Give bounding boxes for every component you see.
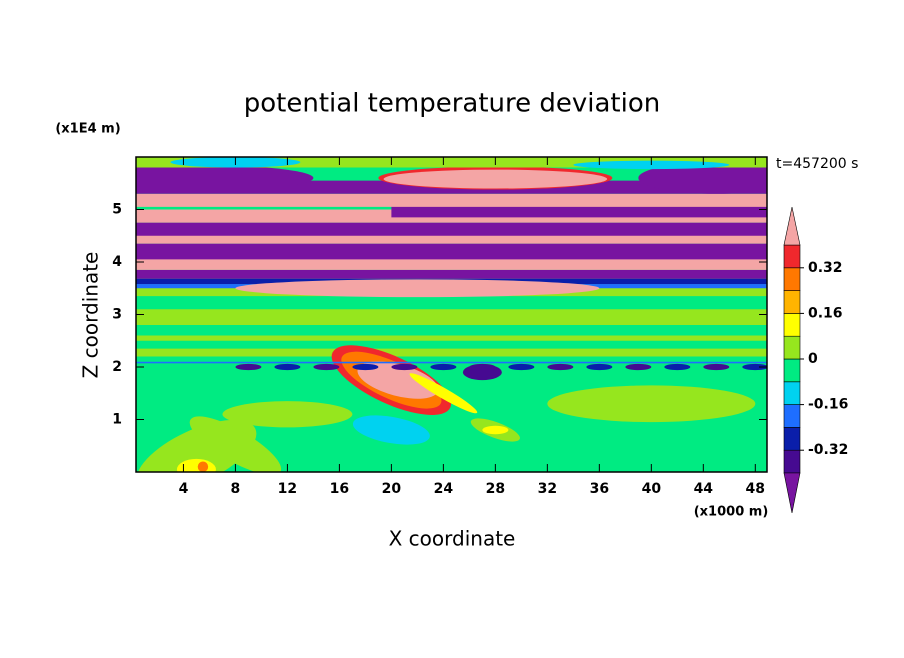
contour-region — [586, 363, 613, 371]
x-tick-label: 4 — [179, 481, 189, 497]
contour-region — [136, 222, 767, 236]
contour-region — [547, 363, 574, 371]
contour-region — [235, 363, 262, 371]
contour-region — [274, 363, 301, 371]
contour-region — [136, 243, 767, 260]
contour-region — [136, 233, 767, 244]
contour-region — [703, 363, 730, 371]
axes: 4 8 12 16 20 24 28 32 36 40 44 4812345-0.32-0.1600.… — [112, 156, 848, 514]
x-tick-label: 32 — [538, 481, 557, 497]
x-tick-label: 28 — [486, 481, 505, 497]
colorbar-box — [783, 427, 801, 451]
contour-region — [235, 279, 600, 298]
colorbar-box — [783, 290, 801, 314]
colorbar-tick-label: 0.32 — [808, 260, 843, 276]
contour-region — [664, 363, 691, 371]
contour-region — [136, 269, 767, 279]
contour-region — [357, 361, 439, 399]
colorbar-box — [783, 381, 801, 405]
x-tick-label: 36 — [590, 481, 609, 497]
colorbar-box — [783, 449, 801, 474]
contour-region — [352, 363, 379, 371]
x-tick-label: 16 — [330, 481, 349, 497]
y-axis-label: Z coordinate — [79, 252, 103, 379]
colorbar-tick-label: 0.16 — [808, 305, 843, 321]
x-axis-label: X coordinate — [389, 527, 516, 551]
contour-region — [136, 309, 767, 325]
x-tick-label: 8 — [231, 481, 241, 497]
x-tick-label: 24 — [434, 481, 454, 497]
y-tick-label: 1 — [112, 412, 122, 428]
contour-region — [197, 461, 209, 472]
contour-field — [136, 157, 767, 472]
contour-region — [189, 416, 282, 472]
colorbar-box — [783, 244, 801, 269]
y-tick-label: 5 — [112, 202, 122, 218]
contour-region — [547, 385, 756, 423]
contour-region — [136, 335, 767, 341]
y-tick-label: 3 — [112, 307, 122, 323]
x-tick-label: 40 — [642, 481, 662, 497]
contour-region — [136, 193, 767, 207]
contour-region — [136, 157, 767, 168]
contour-region — [430, 363, 457, 371]
colorbar-extension — [783, 472, 801, 514]
colorbar-box — [783, 404, 801, 428]
colorbar-box — [783, 358, 801, 383]
x-unit: (x1000 m) — [694, 505, 769, 520]
x-tick-label: 44 — [694, 481, 714, 497]
contour-region — [136, 164, 314, 192]
contour-region — [625, 363, 652, 371]
contour-region — [176, 458, 216, 472]
y-tick-label: 2 — [112, 359, 122, 375]
colorbar-tick-label: -0.32 — [808, 442, 848, 458]
y-tick-label: 4 — [112, 254, 122, 270]
y-unit: (x1E4 m) — [55, 122, 120, 137]
colorbar-box — [783, 313, 801, 337]
colorbar-box — [783, 335, 801, 360]
contour-region — [462, 364, 502, 381]
contour-region — [742, 363, 767, 371]
x-tick-label: 20 — [382, 481, 402, 497]
contour-region — [136, 348, 767, 357]
contour-region — [383, 169, 608, 189]
contour-region — [222, 401, 353, 428]
colorbar-box — [783, 267, 801, 291]
contour-region — [136, 361, 767, 364]
x-tick-label: 48 — [746, 481, 765, 497]
contour-region — [313, 363, 340, 371]
contour-region — [482, 425, 509, 435]
x-tick-label: 12 — [278, 481, 297, 497]
contour-region — [409, 373, 478, 414]
contour-region — [391, 363, 418, 371]
contour-region — [352, 415, 430, 445]
time-annotation: t=457200 s — [776, 156, 858, 172]
contour-region — [508, 363, 535, 371]
chart-title: potential temperature deviation — [244, 89, 660, 119]
colorbar-extension — [783, 206, 801, 246]
contour-region — [638, 162, 767, 194]
colorbar-tick-label: 0 — [808, 351, 818, 367]
colorbar-tick-label: -0.16 — [808, 397, 848, 413]
